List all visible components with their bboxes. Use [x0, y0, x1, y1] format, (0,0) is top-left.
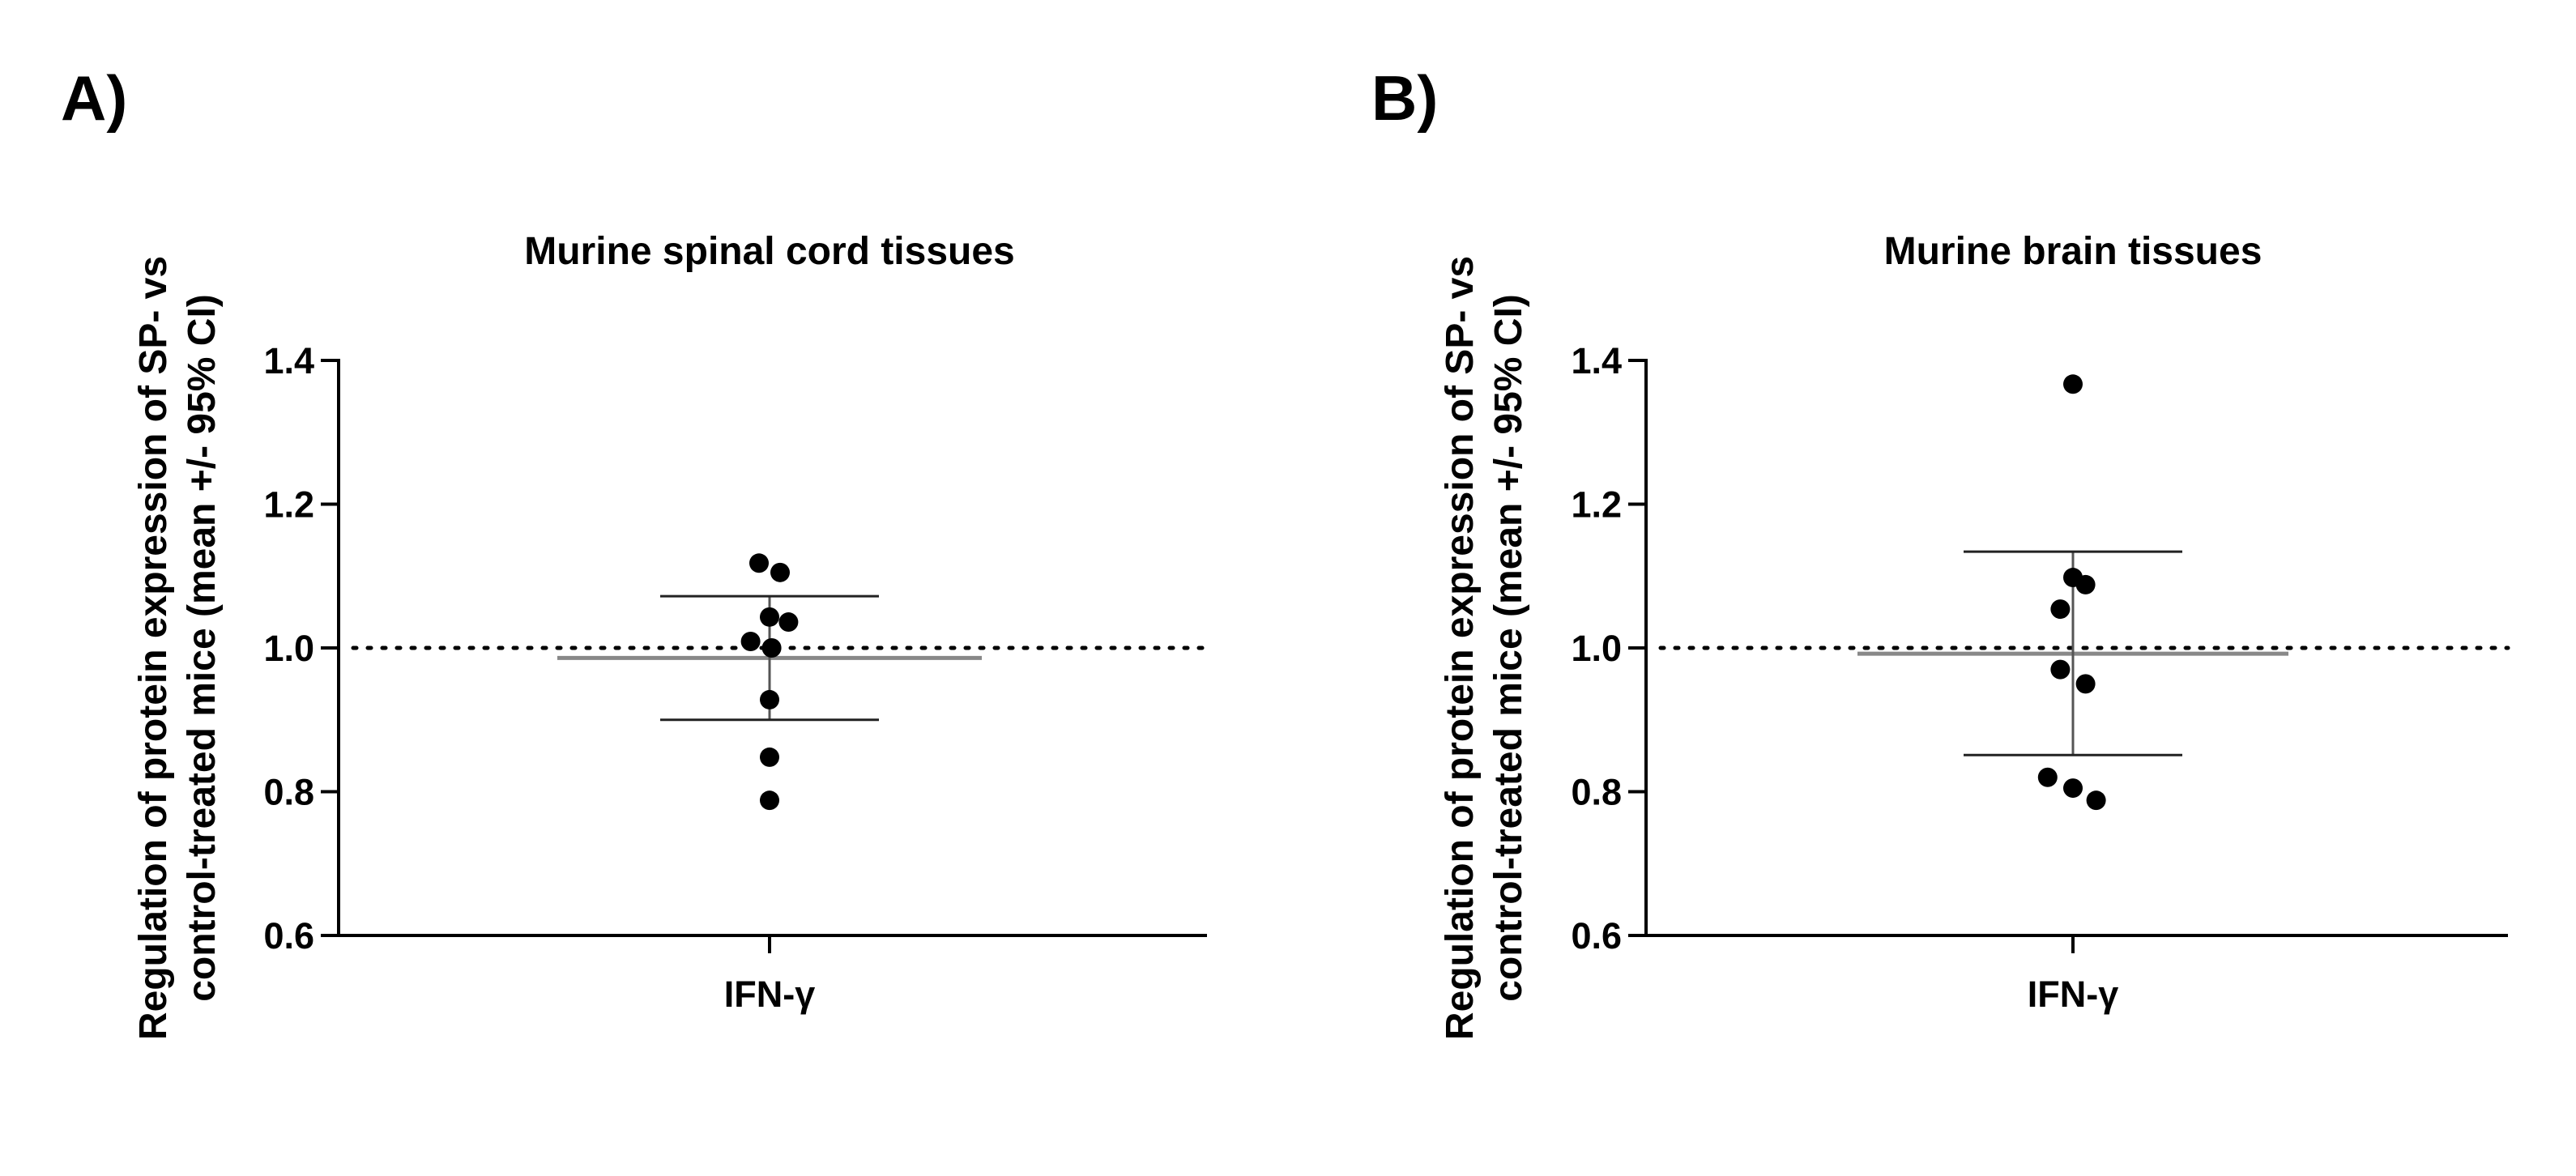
data-point	[2075, 674, 2096, 694]
panel-label: B)	[1371, 62, 1438, 134]
data-point	[770, 562, 790, 582]
chart-title: Murine spinal cord tissues	[524, 230, 1014, 273]
y-tick-label: 1.2	[1571, 484, 1622, 526]
chart-panel-b: B) Murine brain tissues Regulation of prot…	[1371, 62, 2510, 1040]
y-tick-label: 1.4	[1571, 340, 1622, 381]
data-point	[778, 612, 799, 633]
data-point	[2086, 790, 2106, 811]
y-axis-label-line-2: control-treated mice (mean +/- 95% CI)	[1487, 294, 1530, 1002]
data-point	[2050, 599, 2071, 620]
y-tick-label: 0.6	[263, 915, 314, 957]
x-category-label: IFN-γ	[724, 974, 816, 1015]
data-point	[760, 607, 779, 627]
data-point	[2037, 767, 2058, 787]
data-point	[2063, 374, 2083, 394]
y-tick-label: 0.8	[1571, 772, 1622, 813]
data-point	[2075, 574, 2096, 594]
y-tick-label: 1.0	[1571, 628, 1622, 669]
panel-label: A)	[61, 62, 127, 134]
data-point	[2063, 778, 2083, 799]
y-tick-label: 0.6	[1571, 915, 1622, 957]
y-axis-label-line-1: Regulation of protein expression of SP- …	[1439, 256, 1482, 1040]
y-axis-label-line-2: control-treated mice (mean +/- 95% CI)	[181, 294, 224, 1002]
data-point	[760, 790, 779, 811]
x-category-label: IFN-γ	[2028, 974, 2119, 1015]
y-tick-label: 1.0	[263, 628, 314, 669]
y-tick-label: 1.2	[263, 484, 314, 526]
data-point	[760, 747, 779, 767]
data-point	[760, 689, 779, 709]
chart-panel-a: A) Murine spinal cord tissues Regulation o…	[61, 62, 1209, 1040]
data-point	[761, 638, 782, 658]
chart-title: Murine brain tissues	[1884, 230, 2263, 273]
data-point	[2050, 659, 2071, 680]
data-point	[749, 553, 769, 573]
y-tick-label: 1.4	[263, 340, 314, 381]
y-tick-label: 0.8	[263, 772, 314, 813]
y-axis-label-line-1: Regulation of protein expression of SP- …	[132, 256, 175, 1040]
data-point	[740, 632, 761, 652]
